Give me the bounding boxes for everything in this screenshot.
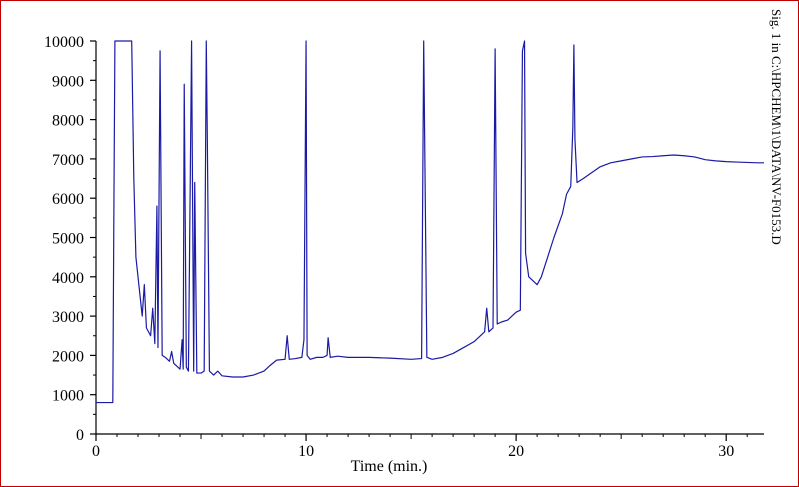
y-tick-label: 10000 <box>44 34 84 51</box>
y-tick-label: 7000 <box>52 152 84 169</box>
y-tick-label: 5000 <box>52 231 84 248</box>
y-tick-label: 3000 <box>52 309 84 326</box>
y-tick-label: 2000 <box>52 348 84 365</box>
y-axis: 0 1000 2000 3000 4000 5000 6000 7000 8000 9000 100… <box>44 34 97 444</box>
x-tick-label: 10 <box>298 443 314 460</box>
series-line-0 <box>96 40 764 404</box>
plot-area <box>96 40 764 404</box>
y-tick-label: 8000 <box>52 113 84 130</box>
x-axis: 0 10 20 30 <box>92 433 764 460</box>
y-tick-label: 1000 <box>52 388 84 405</box>
y-tick-label: 9000 <box>52 73 84 90</box>
y-tick-label: 6000 <box>52 191 84 208</box>
signal-file-label: Sig. 1 in C:\HPCHEM\1\DATA\NV-F0153.D <box>769 9 784 245</box>
x-axis-title: Time (min.) <box>351 458 428 475</box>
x-tick-label: 30 <box>718 443 734 460</box>
x-tick-label: 0 <box>92 443 100 460</box>
x-tick-label: 20 <box>508 443 524 460</box>
y-tick-label: 0 <box>76 427 84 444</box>
y-tick-label: 4000 <box>52 270 84 287</box>
